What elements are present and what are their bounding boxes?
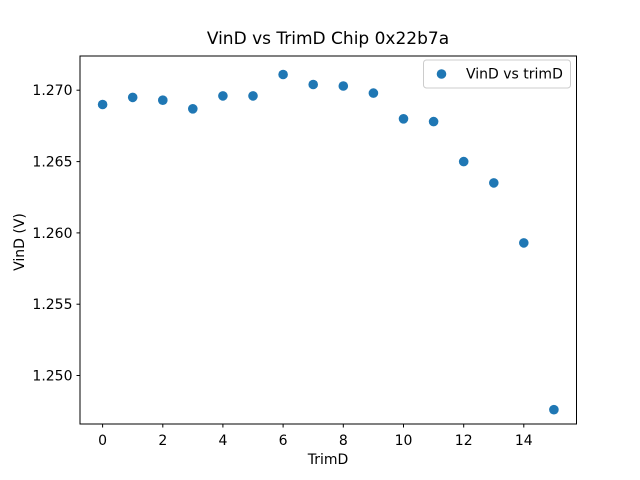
data-point xyxy=(97,99,108,110)
data-point xyxy=(489,178,499,188)
data-series xyxy=(97,69,559,415)
x-tick-label: 6 xyxy=(279,433,288,449)
y-tick-label: 1.260 xyxy=(32,226,72,242)
legend-box xyxy=(423,59,571,89)
legend: VinD vs trimD xyxy=(423,59,571,89)
data-point xyxy=(248,91,258,101)
data-point xyxy=(158,95,168,105)
legend-label: VinD vs trimD xyxy=(466,67,563,83)
x-tick-label: 4 xyxy=(218,433,227,449)
y-tick-label: 1.255 xyxy=(32,297,72,313)
y-axis: 1.250 1.255 1.260 1.265 1.270 xyxy=(32,83,80,385)
data-point xyxy=(278,69,288,80)
x-tick-label: 12 xyxy=(455,433,473,449)
data-point xyxy=(127,92,138,103)
data-point xyxy=(338,81,349,91)
data-point xyxy=(218,91,228,101)
x-axis: 0 2 4 6 8 10 12 14 xyxy=(98,424,533,449)
chart-title: VinD vs TrimD Chip 0x22b7a xyxy=(207,29,449,49)
data-point xyxy=(398,114,409,124)
data-point xyxy=(549,404,559,415)
y-axis-label: VinD (V) xyxy=(12,213,28,271)
y-tick-label: 1.270 xyxy=(32,83,72,99)
data-point xyxy=(368,88,379,98)
x-tick-label: 8 xyxy=(339,433,348,449)
data-point xyxy=(519,238,529,248)
x-tick-label: 2 xyxy=(158,433,167,449)
y-tick-label: 1.250 xyxy=(32,369,72,385)
x-tick-label: 14 xyxy=(515,433,533,449)
y-tick-label: 1.265 xyxy=(32,155,72,171)
legend-marker-icon xyxy=(436,69,447,79)
data-point xyxy=(188,104,198,114)
x-axis-label: TrimD xyxy=(307,452,349,468)
data-point xyxy=(458,156,469,167)
x-tick-label: 10 xyxy=(395,433,413,449)
data-point xyxy=(428,116,439,127)
x-tick-label: 0 xyxy=(98,433,107,449)
data-point xyxy=(308,79,319,90)
plot-area-border xyxy=(79,55,577,425)
